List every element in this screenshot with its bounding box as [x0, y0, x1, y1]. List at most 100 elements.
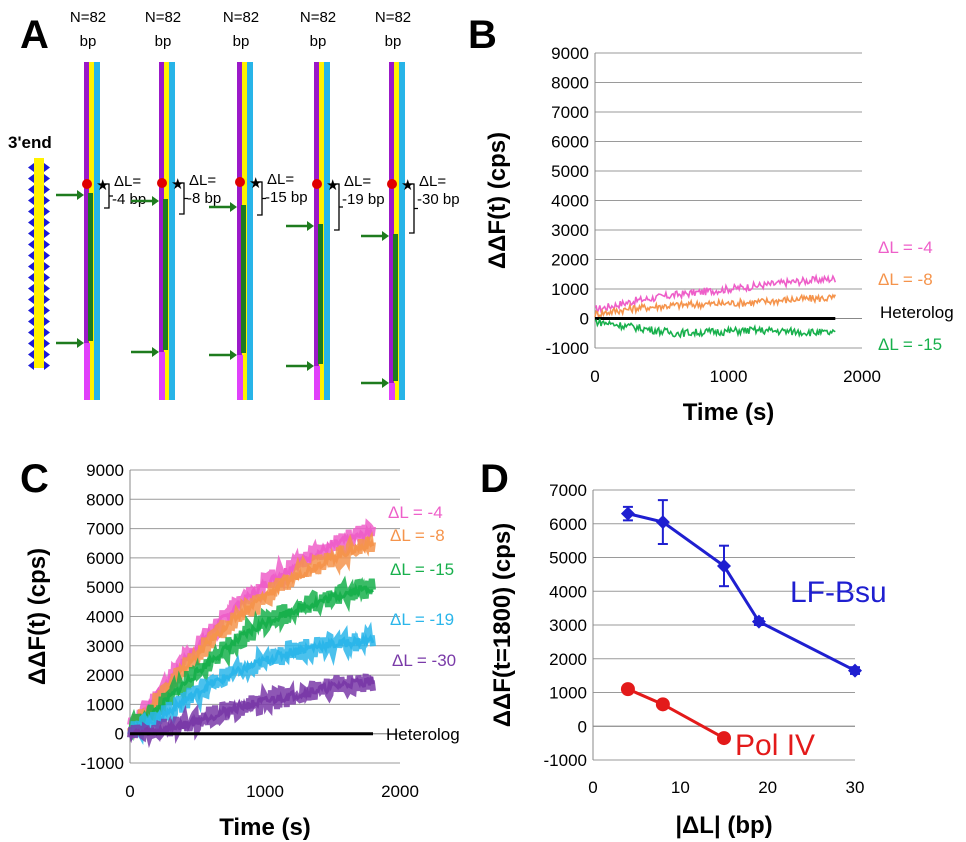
quencher-star: ★: [171, 175, 184, 193]
strand-purple: [84, 62, 89, 400]
base-triangle-right: [44, 196, 50, 205]
delta-l-value: -30 bp: [417, 191, 460, 208]
delta-l-bracket: [257, 181, 266, 216]
delta-l-value: -4 bp: [112, 191, 146, 208]
series-line: [128, 632, 375, 738]
base-triangle-left: [28, 251, 34, 260]
delta-l-value: -15 bp: [265, 189, 308, 206]
construct-bp-label: bp: [155, 33, 172, 50]
series-label: LF-Bsu: [790, 576, 887, 609]
y-tick-label: 5000: [86, 578, 124, 597]
construct-length-label: N=82: [70, 9, 106, 26]
base-triangle-right: [44, 262, 50, 271]
y-tick-label: 3000: [551, 221, 589, 240]
panel-b-chart: -100001000200030004000500060007000800090…: [484, 44, 954, 426]
data-point-diamond: [717, 558, 731, 573]
series-line: [627, 687, 725, 740]
y-tick-label: 9000: [551, 44, 589, 63]
quencher-star: ★: [249, 174, 262, 192]
data-point-circle: [717, 731, 731, 746]
legend-label: ΔL = -8: [878, 270, 933, 289]
arrow-head: [230, 350, 237, 360]
y-axis-label: ΔΔF(t) (cps): [24, 548, 51, 685]
arrow-head: [382, 231, 389, 241]
data-point-circle: [655, 697, 670, 712]
panel-label-a: A: [20, 13, 49, 57]
x-tick-label: 30: [846, 778, 865, 797]
invading-strand-segment: [241, 205, 246, 353]
delta-l-bracket: [334, 183, 343, 231]
strand-purple: [389, 62, 394, 400]
base-triangle-right: [44, 207, 50, 216]
base-triangle-right: [44, 317, 50, 326]
construct-bp-label: bp: [233, 33, 250, 50]
x-tick-label: 0: [588, 778, 597, 797]
delta-l-bracket: [179, 182, 188, 215]
base-triangle-left: [28, 317, 34, 326]
construct-length-label: N=82: [223, 9, 259, 26]
base-triangle-left: [28, 306, 34, 315]
data-point-diamond: [620, 506, 635, 521]
panel-label-c: C: [20, 457, 49, 501]
base-triangle-left: [28, 196, 34, 205]
data-point-circle: [620, 682, 635, 697]
base-triangle-right: [44, 229, 50, 238]
y-tick-label: 7000: [86, 520, 124, 539]
arrow-head: [307, 361, 314, 371]
base-triangle-left: [28, 284, 34, 293]
y-tick-label: 5000: [551, 162, 589, 181]
legend-label: ΔL = -4: [388, 503, 443, 522]
quencher-star: ★: [326, 176, 339, 194]
y-tick-label: 2000: [551, 251, 589, 270]
y-tick-label: 1000: [549, 684, 587, 703]
strand-cyan: [247, 62, 253, 400]
base-triangle-right: [44, 240, 50, 249]
delta-l-value: -8 bp: [187, 190, 221, 207]
strand-magenta: [314, 366, 320, 400]
x-axis-label: Time (s): [683, 399, 775, 426]
y-tick-label: 6000: [551, 133, 589, 152]
invading-strand-segment: [393, 234, 398, 381]
base-triangle-right: [44, 350, 50, 359]
legend-label: ΔL = -15: [878, 335, 942, 354]
x-tick-label: 0: [590, 367, 599, 386]
y-tick-label: 8000: [86, 490, 124, 509]
x-tick-label: 2000: [381, 782, 419, 801]
y-tick-label: 6000: [549, 515, 587, 534]
base-triangle-left: [28, 350, 34, 359]
y-tick-label: 7000: [549, 481, 587, 500]
y-tick-label: 8000: [551, 74, 589, 93]
y-tick-label: 9000: [86, 461, 124, 480]
base-triangle-right: [44, 295, 50, 304]
y-tick-label: 3000: [86, 637, 124, 656]
arrow-head: [230, 202, 237, 212]
base-triangle-right: [44, 328, 50, 337]
y-tick-label: 6000: [86, 549, 124, 568]
y-tick-label: 5000: [549, 549, 587, 568]
strand-magenta: [237, 355, 243, 400]
strand-purple: [314, 62, 319, 400]
base-triangle-right: [44, 339, 50, 348]
base-triangle-right: [44, 218, 50, 227]
strand-cyan: [324, 62, 330, 400]
invading-strand-segment: [88, 193, 93, 341]
base-triangle-left: [28, 295, 34, 304]
y-axis-label: ΔΔF(t) (cps): [484, 132, 511, 269]
legend-label: ΔL = -19: [390, 610, 454, 629]
fluorophore-dot: [387, 179, 397, 189]
series-line: [594, 273, 837, 316]
data-point-diamond: [655, 515, 670, 530]
x-tick-label: 2000: [843, 367, 881, 386]
base-triangle-left: [28, 207, 34, 216]
x-tick-label: 0: [125, 782, 134, 801]
series-line: [128, 583, 374, 735]
series-line: [128, 524, 374, 732]
series-band: [127, 621, 376, 745]
construct-length-label: N=82: [375, 9, 411, 26]
y-tick-label: 0: [580, 310, 589, 329]
delta-l-label: ΔL=: [267, 171, 294, 188]
quencher-star: ★: [96, 176, 109, 194]
three-end-label: 3'end: [8, 133, 52, 152]
legend-label: ΔL = -15: [390, 560, 454, 579]
fluorophore-dot: [312, 179, 322, 189]
